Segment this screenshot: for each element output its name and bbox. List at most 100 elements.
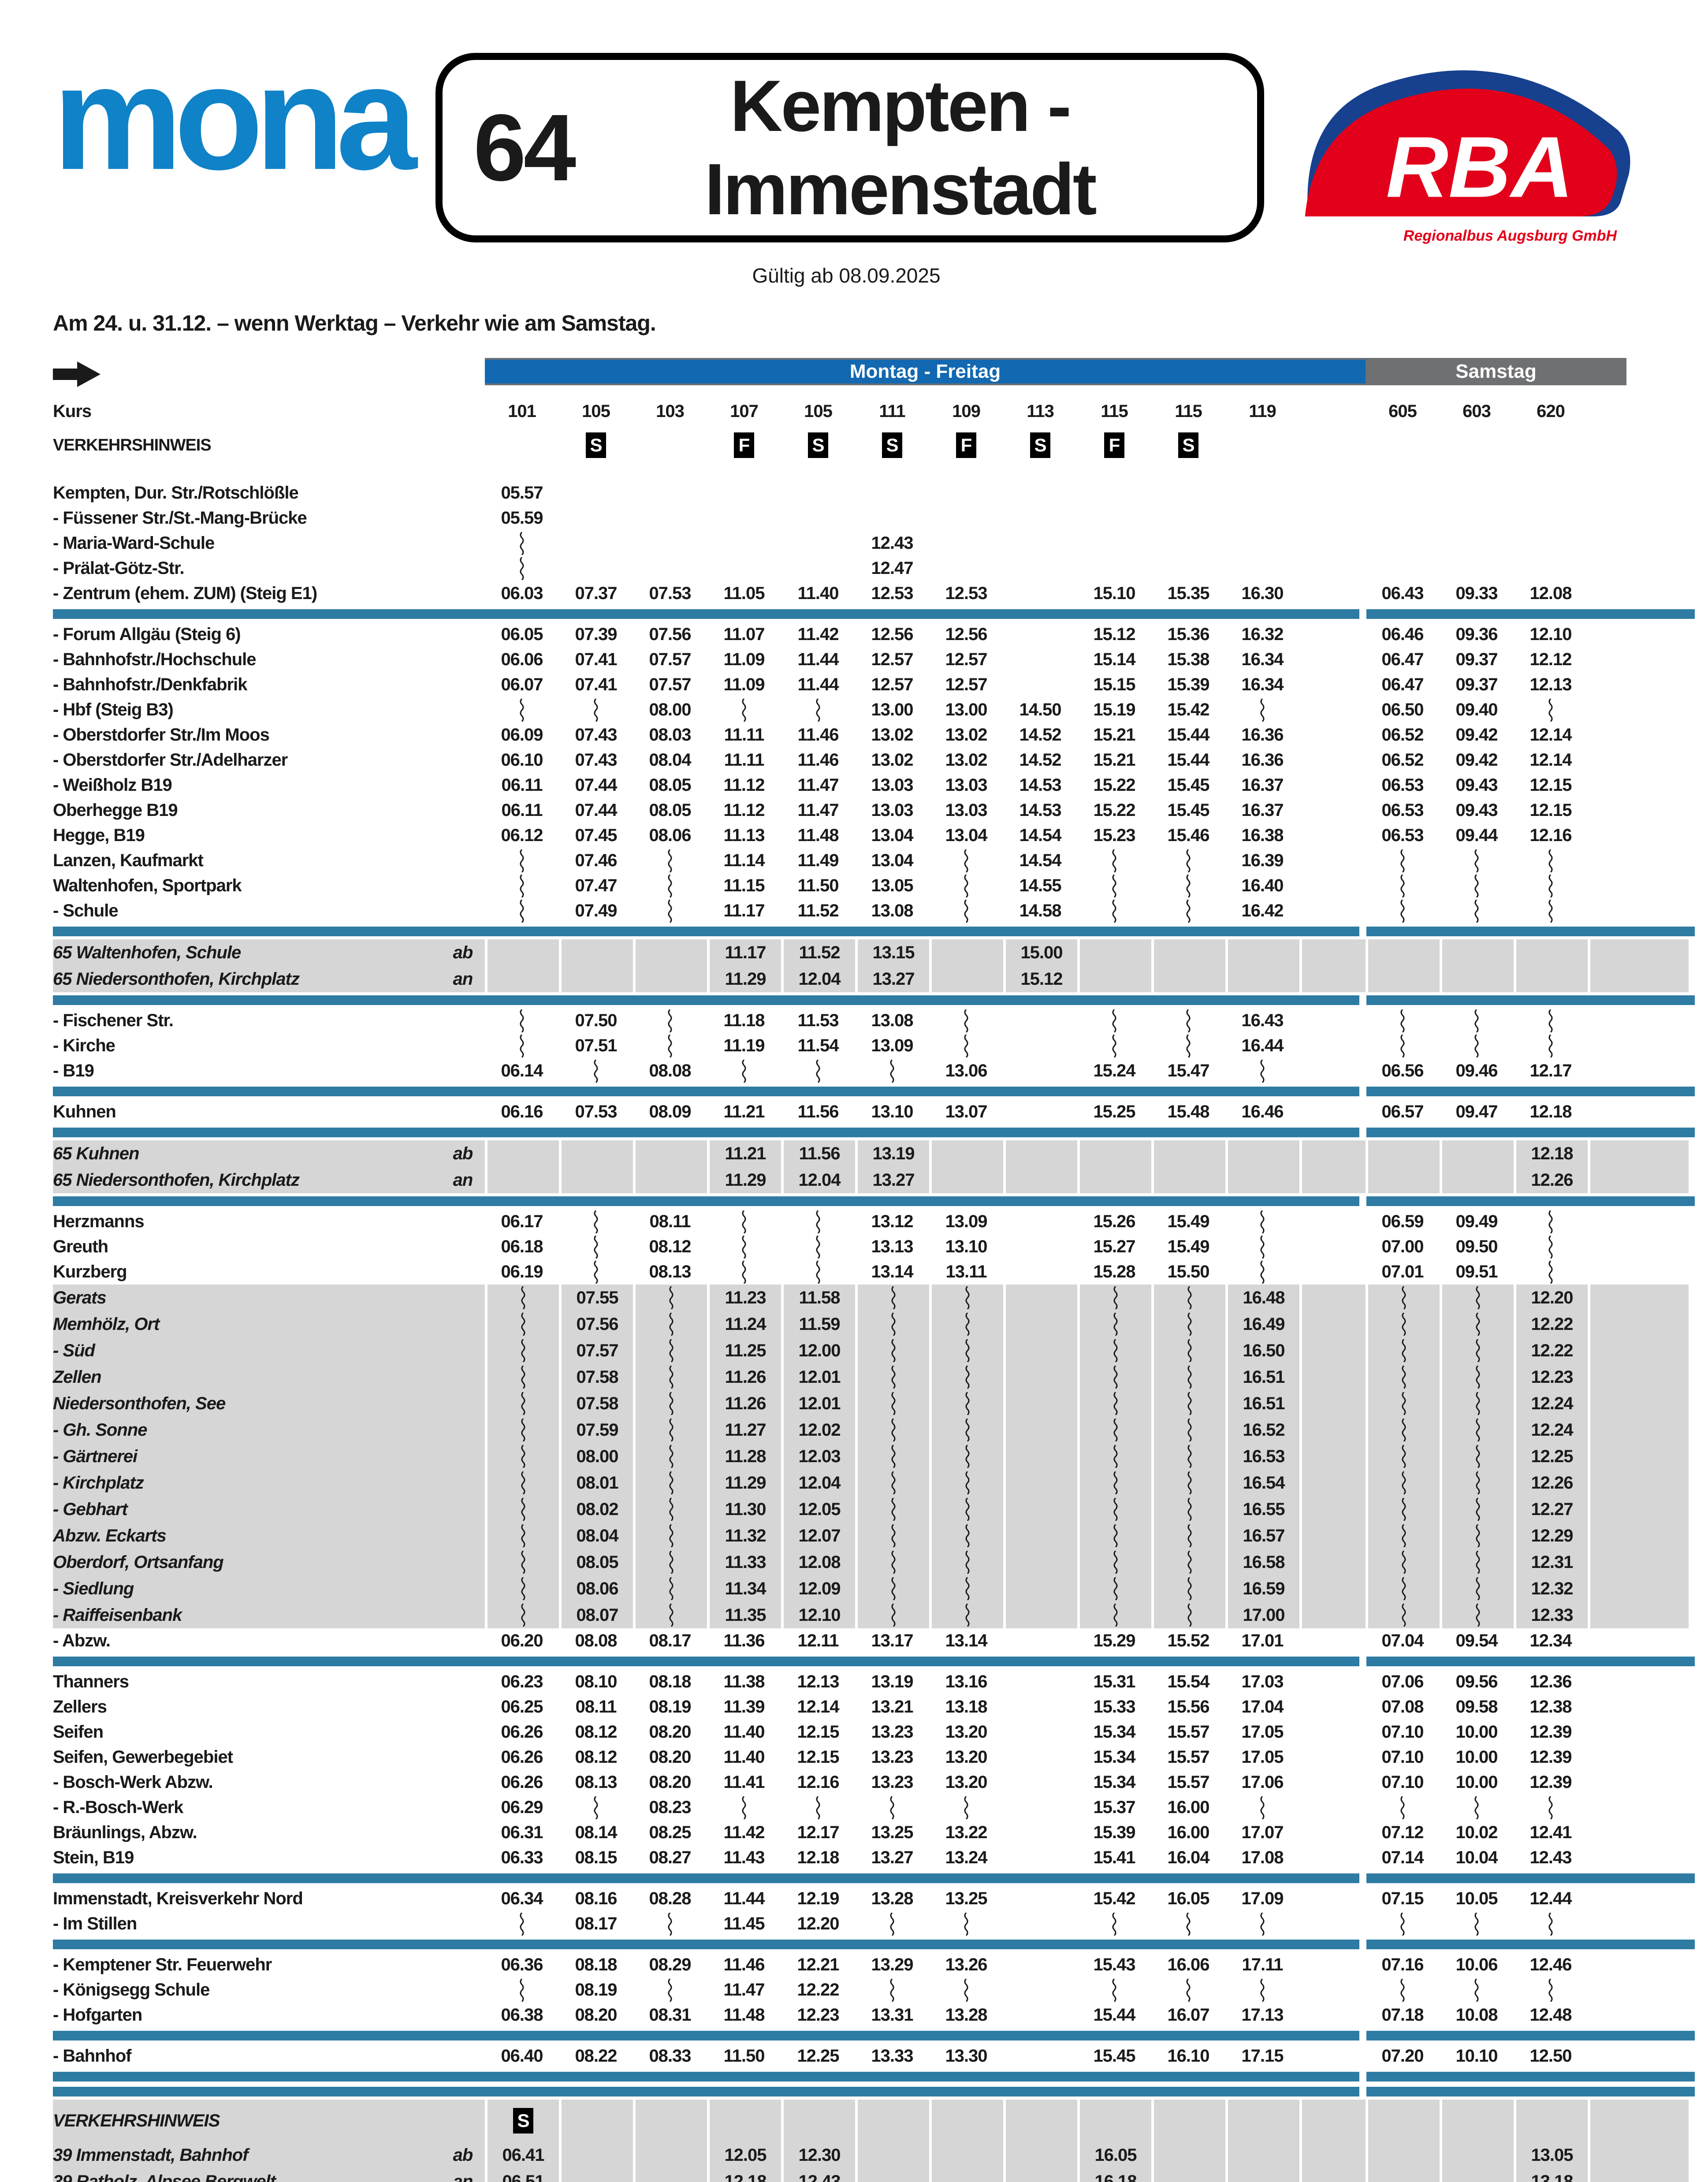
time-cell: 12.23 [1514,1364,1588,1390]
time-cell [1077,1285,1151,1311]
time-cell: 12.34 [1529,1631,1572,1650]
time-cell: 08.31 [649,2005,691,2025]
row-filler [1588,1549,1689,1575]
stop-name: - Süd [53,1337,441,1364]
time-cell [929,873,1003,898]
row-filler [1588,1364,1689,1390]
time-cell: 14.58 [1019,901,1061,920]
time-cell: 10.00 [1455,1747,1498,1767]
time-cell: 12.50 [1529,2046,1572,2066]
skip-squiggle-icon [666,1912,674,1936]
time-cell [485,1167,559,1193]
schooldays-badge: F [734,432,754,458]
time-cell: 17.09 [1241,1889,1284,1908]
departure-arrival-tag [441,2003,485,2028]
time-cell: 15.54 [1167,1672,1209,1691]
time-cell: 13.26 [945,1955,987,1974]
stop-name: Memhölz, Ort [53,1311,441,1337]
time-cell [485,1417,559,1443]
time-cell: 12.57 [945,675,987,694]
time-cell: 15.34 [1093,1747,1135,1767]
skip-squiggle-icon [520,1498,527,1521]
time-cell: 15.49 [1167,1237,1209,1256]
time-cell: 105 [804,401,833,421]
time-cell [855,1523,929,1549]
time-cell: 06.14 [501,1061,543,1080]
skip-squiggle-icon [1473,849,1480,872]
time-cell: 15.39 [1093,1823,1135,1842]
time-cell: 620 [1537,401,1565,421]
time-cell: 11.21 [723,1102,765,1121]
time-cell: 11.17 [723,901,765,920]
time-cell: 16.00 [1167,1823,1209,1842]
time-cell: 12.20 [1514,1285,1588,1311]
row-filler [1588,506,1689,531]
stop-name: VERKEHRSHINWEIS [53,2100,441,2142]
time-cell [929,1364,1003,1390]
time-cell: 13.18 [1514,2168,1588,2182]
time-cell: 08.09 [649,1102,691,1121]
stop-name: - Oberstdorfer Str./Adelharzer [53,750,288,770]
time-cell: 16.52 [1225,1417,1299,1443]
time-cell: 11.29 [707,1470,781,1496]
day-divider-gap [1299,1058,1366,1084]
skip-squiggle-icon [741,698,748,722]
departure-arrival-tag [441,2044,485,2069]
time-cell: 12.19 [797,1889,839,1908]
time-cell [1003,1443,1077,1470]
skip-squiggle-icon [963,874,970,897]
time-cell [485,873,559,898]
time-cell [1151,1167,1225,1193]
time-cell [1003,1628,1077,1653]
stop-row: Seifen, Gewerbegebiet 06.26 08.12 08.20 11.4… [53,1745,1695,1770]
stop-row: Hegge, B19 06.12 07.45 08.06 11.13 11.48 13.04… [53,823,1695,848]
day-divider-gap [1299,1977,1366,2003]
section-separator [53,2031,1695,2041]
time-cell [559,556,633,581]
time-cell: 12.03 [781,1443,855,1470]
day-divider-gap [1299,1694,1366,1720]
departure-arrival-tag [441,1209,485,1234]
time-cell [929,1470,1003,1496]
day-divider-gap [1299,622,1366,647]
departure-arrival-tag [441,1669,485,1694]
time-cell: 11.44 [797,650,839,669]
day-divider-gap [1299,1099,1366,1125]
time-cell [1514,1795,1588,1820]
skip-squiggle-icon [1111,1009,1118,1032]
skip-squiggle-icon [964,1286,971,1309]
time-cell: 15.15 [1093,675,1135,694]
time-cell [1366,1285,1440,1311]
time-cell: 13.06 [945,1061,987,1080]
row-filler [1588,873,1689,898]
time-cell [1003,1364,1077,1390]
time-cell [1077,1443,1151,1470]
time-cell [633,873,707,898]
time-cell: F [929,425,1003,465]
time-cell: 12.04 [781,966,855,992]
time-cell [485,1443,559,1470]
skip-squiggle-icon [1547,698,1554,722]
departure-arrival-tag [441,1575,485,1602]
time-cell: 11.26 [707,1364,781,1390]
time-cell [1003,1669,1077,1694]
time-cell [1440,1337,1514,1364]
time-cell [1440,1285,1514,1311]
time-cell [1151,1285,1225,1311]
time-cell: 11.30 [707,1496,781,1523]
time-cell [1440,2100,1514,2142]
departure-arrival-tag: an [441,2168,485,2182]
day-divider-gap [1299,1234,1366,1259]
departure-arrival-tag [441,1911,485,1936]
time-cell [1440,1311,1514,1337]
row-filler [1588,1628,1689,1653]
stop-row: - Gh. Sonne 07.59 11.27 12.02 16.52 12.24 [53,1417,1695,1443]
time-cell: 11.42 [797,625,839,644]
skip-squiggle-icon [1400,1471,1407,1494]
time-cell: 06.51 [485,2168,559,2182]
time-cell: 08.27 [649,1848,691,1867]
departure-arrival-tag: ab [441,2142,485,2168]
time-cell [929,848,1003,873]
skip-squiggle-icon [1112,1286,1119,1309]
skip-squiggle-icon [520,1604,527,1627]
